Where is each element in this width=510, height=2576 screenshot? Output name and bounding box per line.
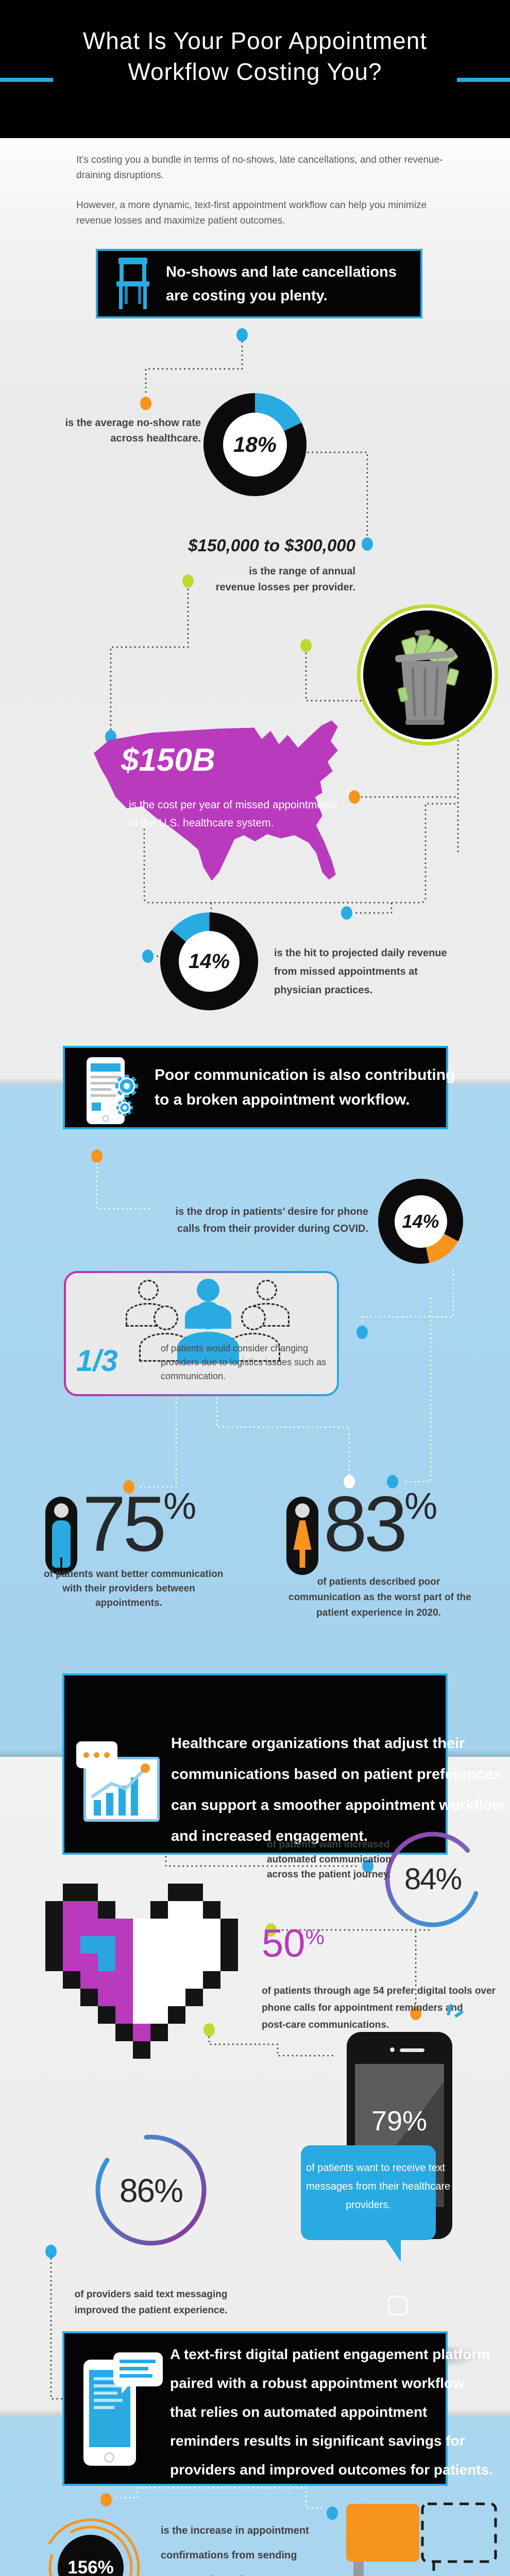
- stat-cost-value: $150B: [121, 742, 215, 778]
- stat-84-value: 84%: [404, 1862, 462, 1896]
- female-person-icon: [286, 1497, 318, 1575]
- banner-noshows-text-l2: are costing you plenty.: [166, 287, 328, 304]
- page-title-line1: What Is Your Poor Appointment: [82, 27, 428, 54]
- badge-rings-156: [41, 2518, 140, 2576]
- stat-79-texts: 79%: [371, 2106, 428, 2137]
- chart-bubble-icon: [76, 1741, 164, 1824]
- banner-communication-l1: Poor communication is also contributing: [155, 1066, 455, 1083]
- caption-cost: is the cost per year of missed appointme…: [129, 799, 338, 829]
- banner-preferences-l3: can support a smoother appointment workf…: [171, 1797, 504, 1814]
- intro-paragraph-1: It’s costing you a bundle in terms of no…: [76, 155, 443, 181]
- donut-chart-daily-14: 14%: [160, 912, 258, 1010]
- page-title-line2: Workflow Costing You?: [128, 58, 382, 85]
- stat-156-value: 156%: [67, 2557, 114, 2576]
- bg-header-black: [0, 0, 510, 138]
- caption-range: is the range of annual revenue losses per…: [215, 566, 355, 593]
- caption-third: of patients would consider changing provi…: [161, 1343, 327, 1381]
- title-rule-left: [0, 78, 53, 82]
- male-person-icon: [45, 1497, 77, 1575]
- phone-gears-icon: [87, 1057, 143, 1125]
- notification-spark: [446, 2004, 467, 2025]
- banner-platform-l5: providers and improved outcomes for pati…: [170, 2462, 494, 2478]
- chair-illustration: [346, 2502, 497, 2576]
- caption-84: of patients want increased automated comm…: [267, 1839, 392, 1880]
- phone-chat-icon: [83, 2352, 163, 2468]
- caption-83: of patients described poor communication …: [288, 1577, 471, 1618]
- ring-chart-86: [95, 2134, 207, 2246]
- banner-platform-l4: reminders results in significant savings…: [170, 2433, 465, 2449]
- banner-platform-l1: A text-first digital patient engagement …: [170, 2346, 490, 2362]
- banner-communication-l2: to a broken appointment workflow.: [155, 1091, 410, 1108]
- intro-paragraph-2: However, a more dynamic, text-first appo…: [76, 200, 427, 226]
- stat-third-value: 1/3: [76, 1344, 118, 1378]
- banner-noshows-text-l1: No-shows and late cancellations: [166, 264, 397, 280]
- stat-50-digital: 50%: [262, 1922, 325, 1965]
- banner-preferences-l2: communications based on patient preferen…: [171, 1766, 502, 1783]
- chair-icon: [116, 258, 149, 309]
- title-rule-right: [457, 78, 510, 82]
- text-bubble-tail: [385, 2239, 401, 2262]
- caption-79-texts: of patients want to receive text messages…: [306, 2162, 451, 2211]
- caption-156: is the increase in appointment confirmati…: [161, 2525, 309, 2576]
- caption-daily: is the hit to projected daily revenue fro…: [274, 947, 447, 996]
- banner-noshows: [96, 249, 422, 318]
- stat-75-value: 75%: [82, 1480, 197, 1568]
- caption-86: of providers said text messaging improved…: [74, 2289, 228, 2316]
- stat-86-value: 86%: [119, 2172, 183, 2209]
- trash-money-icon: [395, 629, 460, 725]
- banner-preferences-l4: and increased engagement.: [171, 1828, 368, 1844]
- stat-83-value: 83%: [324, 1480, 438, 1568]
- donut-chart-noshow-18: 18%: [203, 393, 307, 496]
- caption-75: of patients want better communication wit…: [44, 1569, 224, 1608]
- ring-chart-84: [385, 1832, 481, 1927]
- stat-range-value: $150,000 to $300,000: [188, 536, 355, 555]
- usa-map: [94, 720, 338, 881]
- caption-covid: is the drop in patients’ desire for phon…: [175, 1206, 369, 1234]
- text-bubble: [301, 2145, 436, 2240]
- people-group-icon: [110, 1279, 296, 1366]
- banner-preferences-l1: Healthcare organizations that adjust the…: [171, 1735, 465, 1752]
- caption-50-digital: of patients through age 54 prefer digita…: [262, 1986, 496, 2030]
- donut-chart-covid-14: 14%: [378, 1179, 463, 1264]
- smartphone-camera: [390, 2047, 395, 2052]
- banner-platform-l3: that relies on automated appointment: [170, 2404, 428, 2420]
- banner-platform-l2: paired with a robust appointment workflo…: [170, 2375, 464, 2391]
- smartphone-speaker: [400, 2048, 424, 2052]
- caption-noshow: is the average no-show rate across health…: [65, 417, 201, 444]
- smartphone-home-button: [388, 2296, 407, 2315]
- pixel-heart-icon: [45, 1884, 238, 2059]
